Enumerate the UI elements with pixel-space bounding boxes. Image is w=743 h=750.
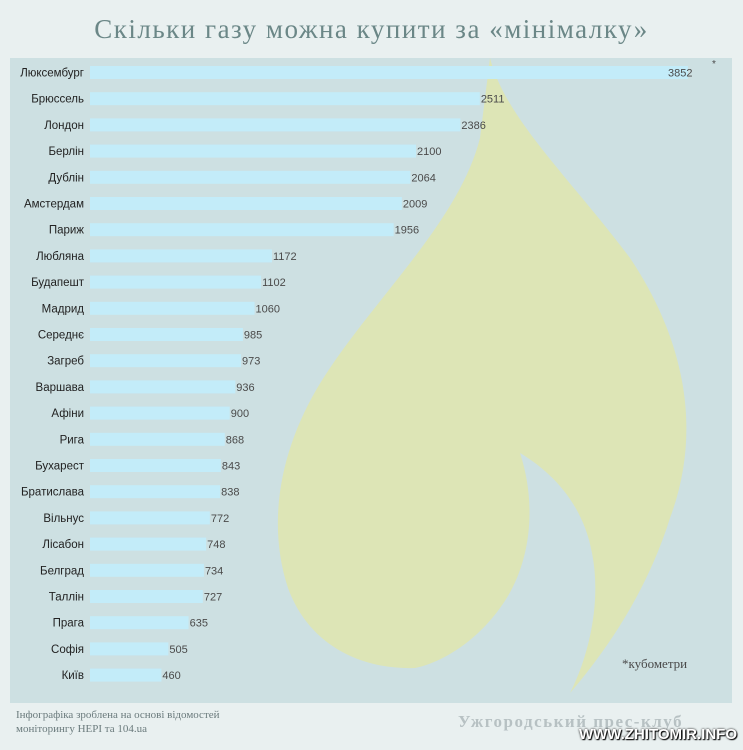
value-label-15: 843 [222,461,240,473]
page-title: Скільки газу можна купити за «мінімалку» [94,14,649,44]
value-label-5: 2009 [403,199,427,211]
bar-16 [90,485,221,499]
category-label-14: Рига [60,434,85,446]
category-label-19: Белград [40,565,84,577]
value-label-3: 2100 [417,146,441,158]
category-label-9: Мадрид [42,303,85,315]
value-label-8: 1102 [262,277,286,289]
category-label-12: Варшава [36,382,85,394]
category-label-23: Київ [62,670,84,682]
value-label-13: 900 [231,408,249,420]
bar-8 [90,275,262,289]
value-label-22: 505 [169,644,187,656]
category-label-18: Лісабон [42,539,84,551]
bar-2 [90,118,461,132]
bar-1 [90,92,480,106]
category-label-10: Середнє [38,330,84,342]
bar-18 [90,537,207,551]
bar-12 [90,380,236,394]
value-label-14: 868 [226,434,244,446]
value-label-7: 1172 [273,251,297,263]
site-watermark: WWW.ZHITOMIR.INFO [578,726,737,743]
unit-marker: * [712,59,716,70]
value-label-12: 936 [236,382,254,394]
value-label-16: 838 [221,487,239,499]
category-label-0: Люксембург [20,68,84,80]
category-label-4: Дублін [48,172,84,184]
source-note-line-2: моніторингу НЕРІ та 104.ua [16,723,148,735]
category-label-6: Париж [49,225,84,237]
category-label-17: Вільнус [43,513,84,525]
category-label-5: Амстердам [24,199,84,211]
flame-icon [277,58,687,693]
category-label-8: Будапешт [31,277,85,289]
bar-14 [90,432,225,446]
value-label-20: 727 [204,592,222,604]
bar-4 [90,170,411,184]
bar-9 [90,301,255,315]
category-label-7: Любляна [36,251,85,263]
value-label-11: 973 [242,356,260,368]
chart-panel: Люксембург 3852 Брюссель 2511 Лондон 2386 Берл… [10,58,732,703]
value-label-0: 3852 [668,68,692,80]
value-label-18: 748 [207,539,225,551]
bar-13 [90,406,230,420]
category-label-3: Берлін [48,146,84,158]
bar-6 [90,223,394,237]
category-label-16: Братислава [21,487,85,499]
value-label-1: 2511 [481,94,505,106]
bar-19 [90,563,204,577]
source-note-line-1: Інфографіка зроблена на основі відомосте… [16,709,220,721]
category-label-15: Бухарест [35,461,85,473]
bar-15 [90,459,221,472]
bar-22 [90,642,169,656]
bar-chart: Люксембург 3852 Брюссель 2511 Лондон 2386 Берл… [20,59,716,682]
value-label-2: 2386 [461,120,485,132]
bar-3 [90,144,417,158]
bar-21 [90,616,189,630]
value-label-9: 1060 [256,303,280,315]
source-note: Інфографіка зроблена на основі відомосте… [16,708,220,736]
category-label-11: Загреб [47,356,84,368]
value-label-19: 734 [205,565,223,577]
category-label-21: Прага [53,618,85,630]
bar-23 [90,668,162,682]
bar-10 [90,328,243,341]
category-label-1: Брюссель [31,94,84,106]
value-label-21: 635 [190,618,208,630]
category-label-20: Таллін [49,592,84,604]
bar-11 [90,354,242,368]
bar-0 [90,66,688,79]
value-label-10: 985 [244,330,262,342]
category-label-13: Афіни [51,408,84,420]
value-label-6: 1956 [395,225,419,237]
value-label-4: 2064 [411,172,435,184]
category-label-2: Лондон [44,120,84,132]
bar-17 [90,511,210,525]
category-label-22: Софія [51,644,84,656]
value-label-17: 772 [211,513,229,525]
unit-note: *кубометри [622,656,687,671]
bar-5 [90,197,402,210]
bar-20 [90,590,203,603]
brand-name: Ужгородський прес-клуб [458,712,684,731]
bar-7 [90,249,272,263]
value-label-23: 460 [162,670,180,682]
